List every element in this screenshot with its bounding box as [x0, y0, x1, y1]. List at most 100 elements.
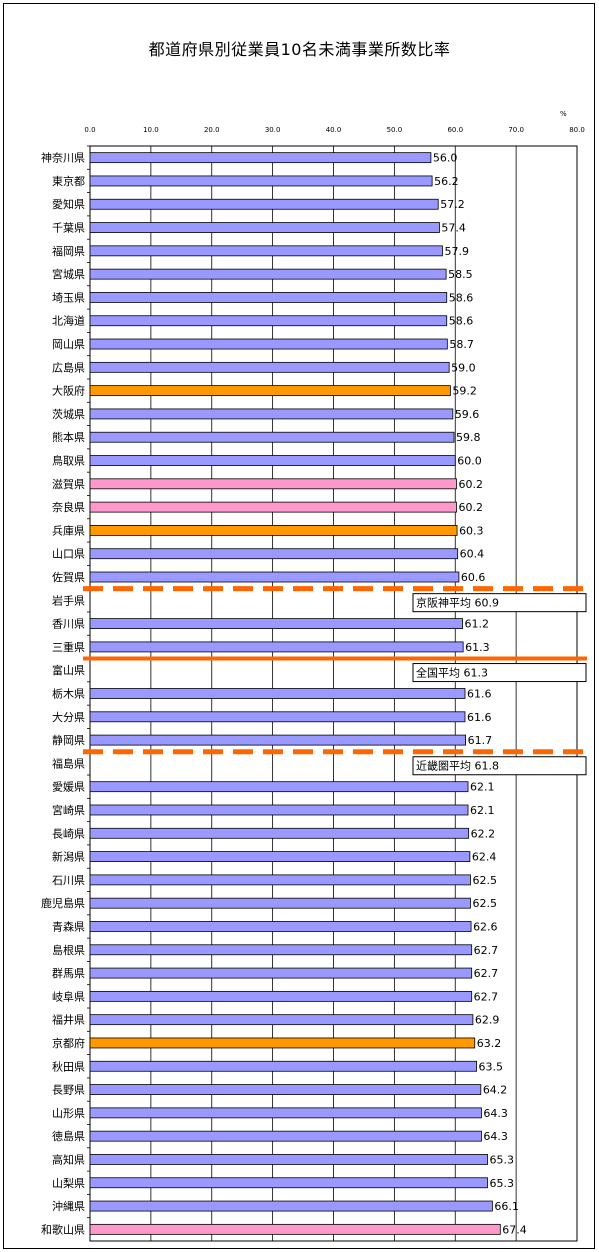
bar — [89, 944, 473, 956]
bar-value-label: 60.4 — [460, 548, 485, 561]
bar-value-label: 62.7 — [474, 967, 499, 980]
bar — [89, 385, 451, 397]
bar-value-label: 60.2 — [458, 478, 483, 491]
bar-value-label: 60.2 — [458, 501, 483, 514]
bar — [89, 874, 471, 886]
bar — [89, 827, 470, 839]
y-category-label: 鹿児島県 — [41, 896, 85, 910]
bar-value-label: 61.6 — [467, 711, 492, 724]
chart-title: 都道府県別従業員10名未満事業所数比率 — [148, 40, 451, 59]
y-category-label: 秋田県 — [52, 1059, 85, 1073]
y-category-label: 山梨県 — [52, 1176, 85, 1190]
bar-value-label: 56.2 — [434, 175, 459, 188]
bar-value-label: 57.2 — [440, 198, 465, 211]
bar — [89, 478, 457, 490]
y-category-label: 三重県 — [52, 640, 85, 654]
bar-value-label: 61.6 — [467, 688, 492, 701]
reference-label-box — [412, 593, 587, 613]
y-category-label: 石川県 — [52, 874, 85, 887]
y-category-label: 群馬県 — [52, 966, 85, 980]
y-category-label: 東京都 — [52, 174, 85, 188]
y-category-label: 京都府 — [52, 1036, 85, 1050]
y-category-label: 山形県 — [52, 1107, 85, 1120]
y-category-label: 富山県 — [52, 663, 85, 677]
bar — [89, 897, 471, 909]
bar-value-label: 57.4 — [441, 222, 466, 235]
bar — [89, 618, 463, 630]
bar — [89, 990, 473, 1002]
bar — [89, 711, 466, 723]
bar-value-label: 62.7 — [474, 990, 499, 1003]
x-tick-label: 20.0 — [204, 126, 220, 134]
y-category-label: 兵庫県 — [52, 523, 85, 537]
bar — [89, 1177, 488, 1189]
bar — [89, 1014, 474, 1026]
bar — [89, 1037, 476, 1049]
y-category-label: 熊本県 — [52, 430, 85, 444]
y-category-label: 沖縄県 — [52, 1199, 85, 1213]
bar-value-label: 59.2 — [452, 385, 477, 398]
y-category-label: 岩手県 — [52, 593, 85, 607]
y-category-label: 福島県 — [52, 756, 85, 770]
bar — [89, 198, 439, 210]
y-category-label: 福岡県 — [52, 244, 85, 258]
bar — [89, 641, 464, 653]
bar — [89, 921, 472, 932]
bar-value-label: 61.2 — [465, 618, 490, 631]
bar — [89, 781, 469, 793]
y-category-label: 和歌山県 — [41, 1222, 85, 1236]
bar-value-label: 60.6 — [461, 571, 486, 584]
bar-value-label: 58.7 — [449, 338, 474, 351]
y-category-label: 宮崎県 — [52, 803, 85, 817]
bar — [89, 1130, 482, 1142]
reference-label: 全国平均 61.3 — [416, 666, 488, 680]
y-category-label: 岡山県 — [52, 338, 85, 351]
y-category-label: 鳥取県 — [52, 454, 85, 468]
bar — [89, 152, 432, 164]
bar-value-label: 58.6 — [449, 315, 474, 328]
y-category-label: 埼玉県 — [52, 290, 85, 304]
bar — [89, 1060, 477, 1072]
bar-value-label: 62.1 — [470, 804, 495, 817]
bar — [89, 292, 448, 303]
bar-value-label: 64.2 — [483, 1084, 508, 1097]
bar — [89, 548, 459, 560]
reference-label: 近畿圏平均 61.8 — [416, 759, 499, 773]
bar-value-label: 63.2 — [477, 1037, 502, 1050]
bar-value-label: 64.3 — [483, 1130, 508, 1143]
bar — [89, 734, 466, 746]
x-tick-label: 50.0 — [387, 126, 403, 134]
bar — [89, 501, 457, 513]
reference-label-box — [412, 663, 587, 683]
bar-value-label: 65.3 — [490, 1177, 515, 1190]
bar-value-label: 60.0 — [457, 455, 482, 468]
y-category-label: 千葉県 — [52, 221, 85, 235]
bar — [89, 455, 456, 466]
bar-value-label: 62.4 — [472, 851, 497, 864]
bar — [89, 1107, 482, 1119]
bar-value-label: 57.9 — [444, 245, 469, 258]
bar-value-label: 58.5 — [448, 268, 473, 281]
bar — [89, 408, 454, 420]
x-tick-label: 30.0 — [265, 126, 281, 134]
x-tick-label: 40.0 — [326, 126, 342, 134]
bar — [89, 315, 448, 327]
bar-value-label: 62.9 — [475, 1014, 500, 1027]
y-category-label: 長野県 — [52, 1084, 85, 1097]
x-tick-label: 70.0 — [508, 126, 524, 134]
bar — [89, 1154, 488, 1165]
x-tick-label: 10.0 — [143, 126, 159, 134]
y-category-label: 愛知県 — [52, 197, 85, 211]
bar-value-label: 62.6 — [473, 920, 498, 933]
bar-value-label: 65.3 — [490, 1153, 515, 1166]
bar-value-label: 62.5 — [472, 897, 497, 910]
y-category-label: 岐阜県 — [52, 990, 85, 1003]
bar-value-label: 59.6 — [455, 408, 480, 421]
y-category-label: 奈良県 — [52, 500, 85, 514]
bar-value-label: 62.7 — [474, 944, 499, 957]
x-tick-label: 60.0 — [447, 126, 463, 134]
y-category-label: 広島県 — [52, 360, 85, 374]
bar — [89, 571, 460, 583]
y-category-label: 徳島県 — [52, 1129, 85, 1143]
bar-value-label: 60.3 — [459, 524, 484, 537]
